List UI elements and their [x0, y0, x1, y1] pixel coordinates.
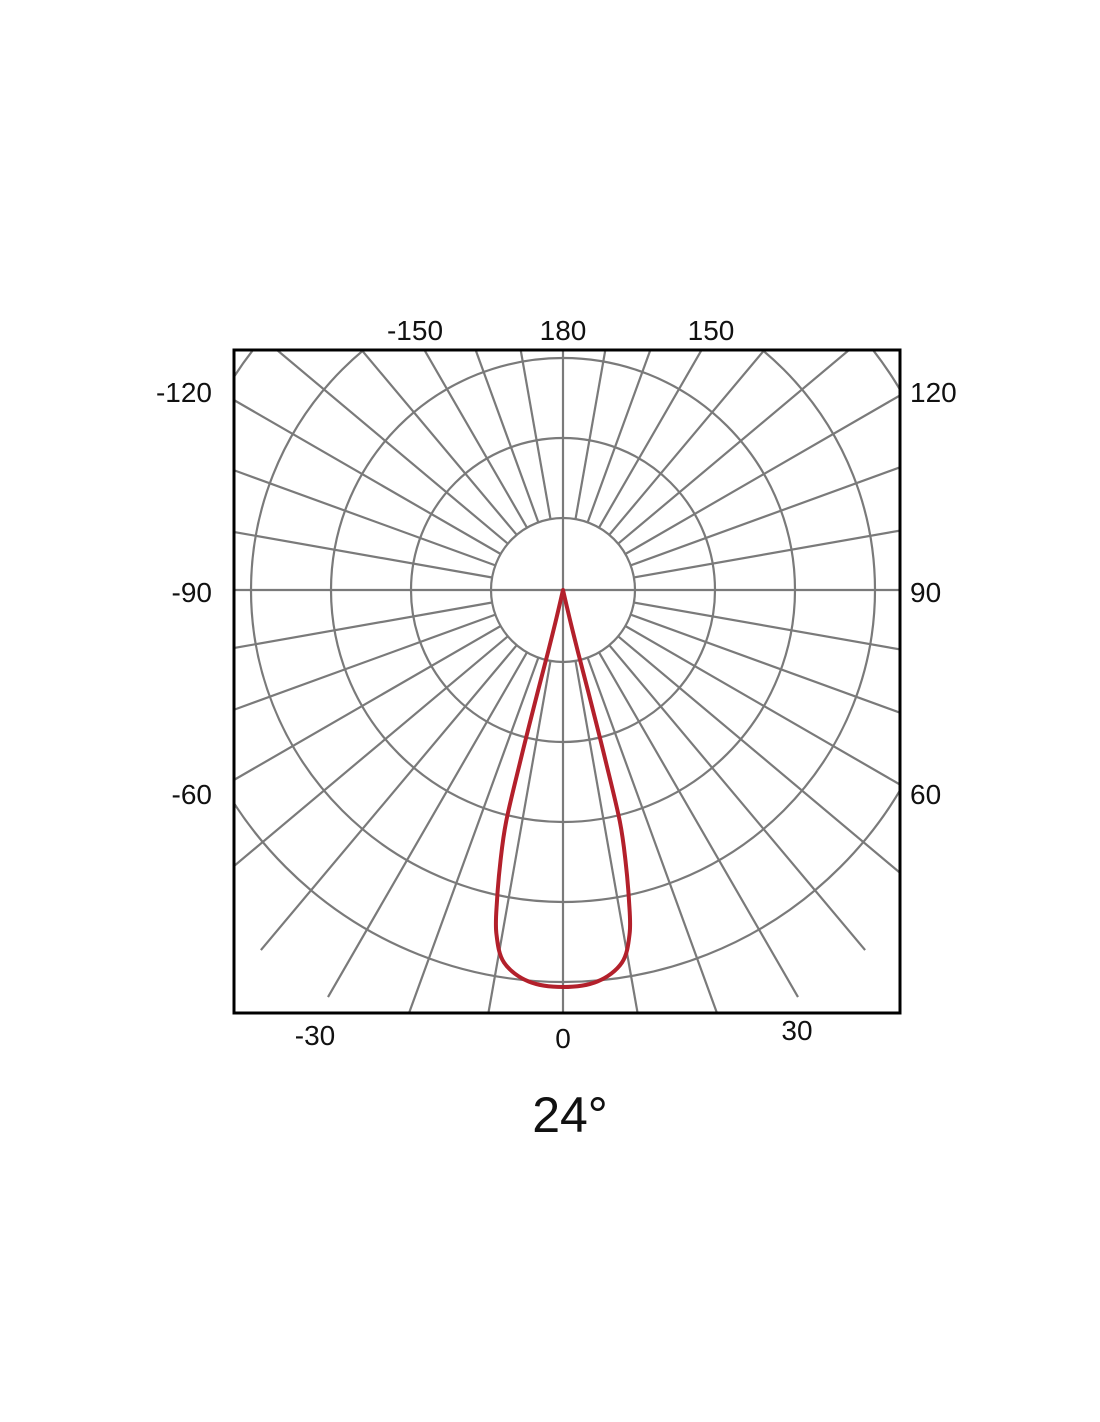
tick-label: 60: [910, 779, 941, 810]
grid-radial-line: [234, 530, 493, 579]
tick-label: -150: [387, 315, 443, 346]
grid-radial-line: [630, 613, 900, 714]
intensity-curve: [493, 588, 633, 989]
grid-radial-line: [586, 350, 652, 523]
tick-label: 90: [910, 577, 941, 608]
grid-radial-line: [234, 398, 502, 555]
grid-radial-line: [234, 601, 493, 650]
chart-frame: [232, 348, 902, 1015]
grid-radial-line: [574, 660, 639, 1013]
tick-label: -30: [295, 1020, 335, 1051]
intensity-curves: [493, 588, 633, 989]
polar-grid: [234, 350, 900, 1013]
grid-radial-line: [633, 529, 900, 579]
grid-radial-line: [633, 601, 900, 651]
grid-radial-line: [234, 635, 509, 868]
grid-radial-line: [234, 613, 496, 711]
tick-label: -60: [172, 779, 212, 810]
tick-label: 180: [540, 315, 587, 346]
grid-radial-line: [598, 350, 703, 529]
tick-label: 150: [688, 315, 735, 346]
grid-radial-line: [574, 350, 607, 520]
tick-label: 30: [781, 1015, 812, 1046]
grid-radial-line: [474, 350, 540, 523]
tick-label: 0: [555, 1023, 571, 1054]
grid-radial-line: [327, 651, 528, 998]
grid-radial-line: [423, 350, 528, 529]
grid-radial-line: [586, 657, 719, 1013]
tick-label: -90: [172, 577, 212, 608]
tick-label: -120: [156, 377, 212, 408]
grid-radial-line: [487, 660, 552, 1013]
grid-radial-line: [630, 466, 900, 567]
grid-radial-line: [407, 657, 540, 1013]
grid-radial-line: [260, 644, 518, 951]
grid-radial-line: [608, 350, 766, 536]
grid-radial-line: [234, 469, 496, 567]
grid-radial-line: [519, 350, 552, 520]
grid-radial-line: [624, 625, 900, 786]
grid-radial-line: [360, 350, 518, 536]
grid-radial-line: [617, 350, 851, 545]
grid-radial-line: [598, 651, 799, 998]
grid-radial-line: [234, 625, 502, 782]
tick-label: 120: [910, 377, 957, 408]
grid-radial-line: [617, 635, 900, 875]
grid-radial-line: [275, 350, 509, 545]
grid-radial-line: [624, 394, 900, 555]
grid-radial-line: [608, 644, 866, 951]
chart-title: 24°: [532, 1087, 608, 1143]
